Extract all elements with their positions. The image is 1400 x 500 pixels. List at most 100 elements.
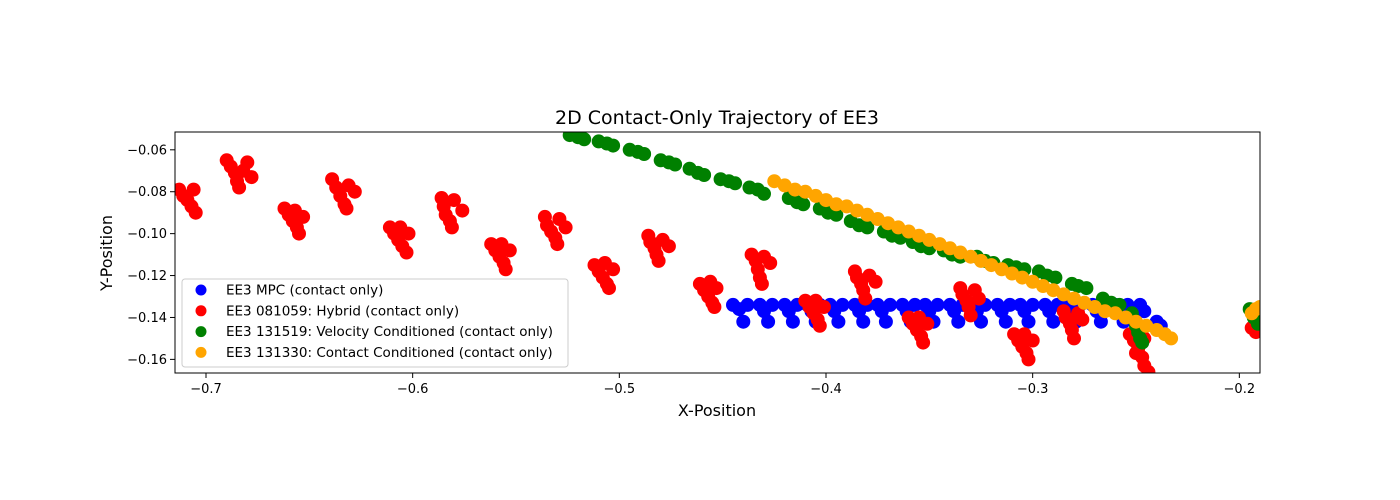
data-point bbox=[1093, 314, 1108, 329]
data-point bbox=[1135, 335, 1150, 350]
data-point bbox=[1250, 316, 1260, 331]
data-point bbox=[1021, 352, 1036, 367]
data-point bbox=[1253, 300, 1260, 314]
legend-entry: EE3 131330: Contact Conditioned (contact… bbox=[226, 345, 553, 361]
plot-frame bbox=[174, 131, 1261, 374]
data-point bbox=[951, 314, 966, 329]
legend-entry: EE3 131519: Velocity Conditioned (contac… bbox=[226, 324, 553, 340]
data-point bbox=[963, 308, 978, 323]
data-point bbox=[188, 205, 203, 220]
data-point bbox=[829, 197, 844, 212]
y-axis-label: Y-Position bbox=[97, 215, 116, 292]
y-axis: −0.06 −0.08 −0.10 −0.12 −0.14 −0.16 bbox=[127, 143, 175, 368]
data-point bbox=[860, 220, 875, 235]
data-point bbox=[637, 147, 652, 161]
legend-entry: EE3 MPC (contact only) bbox=[226, 283, 383, 299]
data-point bbox=[1079, 281, 1094, 296]
data-point bbox=[816, 300, 831, 314]
data-point bbox=[455, 203, 470, 218]
data-point bbox=[930, 297, 945, 312]
data-point bbox=[757, 186, 771, 201]
data-point bbox=[835, 297, 850, 312]
x-tick-label: −0.3 bbox=[1017, 382, 1049, 397]
x-axis: −0.7 −0.6 −0.5 −0.4 −0.3 −0.2 bbox=[190, 373, 1255, 397]
data-point bbox=[661, 239, 676, 254]
data-point bbox=[856, 314, 871, 329]
data-point bbox=[785, 314, 800, 329]
data-point bbox=[401, 226, 416, 241]
data-point bbox=[232, 180, 247, 195]
series-3 bbox=[767, 174, 1260, 346]
data-point bbox=[765, 297, 780, 312]
data-point bbox=[651, 253, 666, 268]
data-point bbox=[606, 138, 621, 153]
data-point bbox=[1164, 331, 1179, 346]
data-point bbox=[347, 184, 362, 199]
x-axis-label: X-Position bbox=[678, 401, 756, 420]
data-point bbox=[728, 176, 743, 191]
legend: EE3 MPC (contact only) EE3 081059: Hybrid… bbox=[181, 278, 569, 368]
data-point bbox=[606, 262, 621, 277]
data-point bbox=[697, 168, 712, 182]
data-point bbox=[709, 281, 724, 296]
legend-marker bbox=[195, 305, 207, 317]
data-point bbox=[498, 262, 513, 277]
data-point bbox=[974, 314, 988, 329]
data-point bbox=[796, 197, 811, 212]
data-point bbox=[831, 314, 846, 329]
data-point bbox=[878, 314, 893, 329]
data-point bbox=[1141, 365, 1156, 373]
legend-marker bbox=[195, 326, 207, 338]
x-tick-label: −0.6 bbox=[397, 382, 429, 397]
data-point bbox=[240, 155, 255, 170]
data-point bbox=[502, 243, 517, 258]
data-point bbox=[740, 297, 755, 312]
data-point bbox=[812, 318, 827, 333]
data-point bbox=[447, 193, 461, 208]
data-point bbox=[736, 314, 751, 329]
legend-marker bbox=[195, 346, 207, 358]
data-point bbox=[668, 157, 683, 172]
chart-title: 2D Contact-Only Trajectory of EE3 bbox=[555, 107, 879, 129]
series-1 bbox=[175, 153, 1260, 373]
data-point bbox=[1021, 314, 1036, 329]
data-point bbox=[1025, 297, 1040, 312]
data-point bbox=[1137, 304, 1152, 319]
data-point bbox=[577, 132, 592, 147]
data-point bbox=[829, 207, 844, 222]
y-tick-label: −0.10 bbox=[127, 227, 167, 242]
y-tick-label: −0.14 bbox=[127, 311, 167, 326]
legend-marker bbox=[195, 284, 207, 296]
data-point bbox=[761, 314, 776, 329]
data-point bbox=[1067, 331, 1081, 346]
data-point bbox=[754, 276, 769, 291]
data-point bbox=[763, 256, 778, 270]
data-point bbox=[707, 300, 722, 314]
y-tick-label: −0.06 bbox=[127, 143, 167, 158]
y-tick-label: −0.16 bbox=[127, 353, 167, 368]
data-point bbox=[858, 291, 873, 306]
data-point bbox=[868, 274, 883, 289]
data-point bbox=[244, 170, 259, 185]
data-point bbox=[292, 226, 306, 241]
data-point bbox=[444, 220, 459, 235]
data-point bbox=[558, 220, 573, 235]
data-point bbox=[916, 335, 931, 350]
data-point bbox=[1025, 333, 1040, 348]
data-point bbox=[399, 245, 414, 260]
legend-entry: EE3 081059: Hybrid (contact only) bbox=[226, 303, 459, 319]
y-tick-label: −0.08 bbox=[127, 185, 167, 200]
data-point bbox=[186, 182, 201, 197]
x-tick-label: −0.7 bbox=[190, 382, 222, 397]
data-point bbox=[1046, 314, 1061, 329]
data-point bbox=[1048, 270, 1063, 285]
data-point bbox=[550, 237, 565, 252]
data-point bbox=[883, 297, 898, 312]
x-tick-label: −0.4 bbox=[810, 382, 842, 397]
data-point bbox=[296, 209, 311, 224]
data-point bbox=[998, 314, 1013, 329]
data-point bbox=[602, 281, 616, 296]
legend-box bbox=[181, 278, 569, 368]
data-point bbox=[1075, 312, 1090, 327]
